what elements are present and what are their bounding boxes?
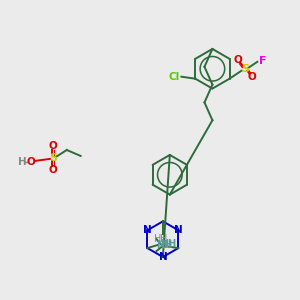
Text: O: O xyxy=(27,157,35,167)
Text: NH: NH xyxy=(156,240,172,250)
Text: O: O xyxy=(233,55,242,65)
Text: H: H xyxy=(18,157,27,167)
Text: S: S xyxy=(242,64,249,74)
Text: O: O xyxy=(49,141,57,151)
Text: O: O xyxy=(248,72,257,82)
Text: H: H xyxy=(154,234,162,244)
Text: N: N xyxy=(143,225,152,235)
Text: O: O xyxy=(49,165,57,175)
Text: N: N xyxy=(174,225,183,235)
Text: NH: NH xyxy=(160,239,177,249)
Text: N: N xyxy=(158,252,167,262)
Text: Cl: Cl xyxy=(168,72,179,82)
Text: F: F xyxy=(259,56,266,66)
Text: H: H xyxy=(160,234,167,244)
Text: S: S xyxy=(49,153,57,163)
